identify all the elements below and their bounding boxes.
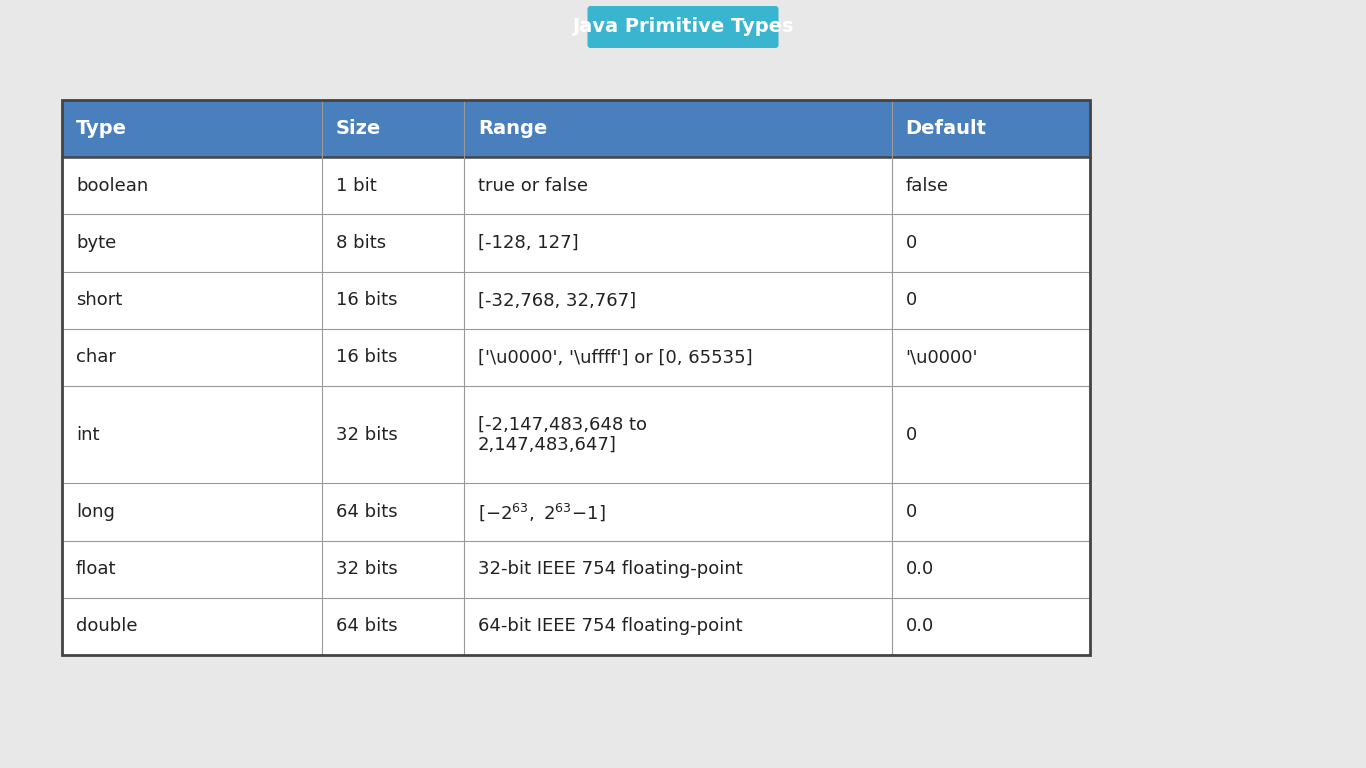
Bar xyxy=(61,541,1090,598)
Text: 16 bits: 16 bits xyxy=(336,349,398,366)
Bar xyxy=(61,100,1090,655)
FancyBboxPatch shape xyxy=(587,6,779,48)
Text: [-128, 127]: [-128, 127] xyxy=(478,234,579,252)
Text: '\u0000': '\u0000' xyxy=(906,349,978,366)
Bar xyxy=(61,386,1090,483)
Text: long: long xyxy=(76,503,115,521)
Text: [-32,768, 32,767]: [-32,768, 32,767] xyxy=(478,291,637,310)
Text: $\mathregular{[-2^{63},\ 2^{63}{-}1]}$: $\mathregular{[-2^{63},\ 2^{63}{-}1]}$ xyxy=(478,502,605,523)
Text: 32-bit IEEE 754 floating-point: 32-bit IEEE 754 floating-point xyxy=(478,560,743,578)
Text: 0.0: 0.0 xyxy=(906,560,934,578)
Bar xyxy=(464,100,892,157)
Text: true or false: true or false xyxy=(478,177,587,195)
Text: 1 bit: 1 bit xyxy=(336,177,377,195)
Text: 16 bits: 16 bits xyxy=(336,291,398,310)
Text: Range: Range xyxy=(478,119,548,138)
Text: 8 bits: 8 bits xyxy=(336,234,387,252)
Text: [-2,147,483,648 to
2,147,483,647]: [-2,147,483,648 to 2,147,483,647] xyxy=(478,415,647,454)
Bar xyxy=(61,329,1090,386)
Bar xyxy=(61,598,1090,655)
Bar xyxy=(61,157,1090,214)
Bar xyxy=(61,214,1090,272)
Bar xyxy=(61,100,322,157)
Text: 0: 0 xyxy=(906,291,917,310)
Text: int: int xyxy=(76,425,100,444)
Text: ['\u0000', '\uffff'] or [0, 65535]: ['\u0000', '\uffff'] or [0, 65535] xyxy=(478,349,753,366)
Text: short: short xyxy=(76,291,122,310)
Text: 64-bit IEEE 754 floating-point: 64-bit IEEE 754 floating-point xyxy=(478,617,743,635)
Text: 64 bits: 64 bits xyxy=(336,503,398,521)
Text: char: char xyxy=(76,349,116,366)
Text: 64 bits: 64 bits xyxy=(336,617,398,635)
Bar xyxy=(61,483,1090,541)
Text: 0: 0 xyxy=(906,425,917,444)
Text: boolean: boolean xyxy=(76,177,149,195)
Text: double: double xyxy=(76,617,138,635)
Text: float: float xyxy=(76,560,116,578)
Text: Size: Size xyxy=(336,119,381,138)
Text: false: false xyxy=(906,177,948,195)
Text: Java Primitive Types: Java Primitive Types xyxy=(572,18,794,37)
Text: 32 bits: 32 bits xyxy=(336,425,398,444)
Bar xyxy=(322,100,464,157)
Text: 0.0: 0.0 xyxy=(906,617,934,635)
Bar xyxy=(61,272,1090,329)
Text: Type: Type xyxy=(76,119,127,138)
Text: 32 bits: 32 bits xyxy=(336,560,398,578)
Text: 0: 0 xyxy=(906,503,917,521)
Text: byte: byte xyxy=(76,234,116,252)
Bar xyxy=(892,100,1090,157)
Text: 0: 0 xyxy=(906,234,917,252)
Text: Default: Default xyxy=(906,119,986,138)
